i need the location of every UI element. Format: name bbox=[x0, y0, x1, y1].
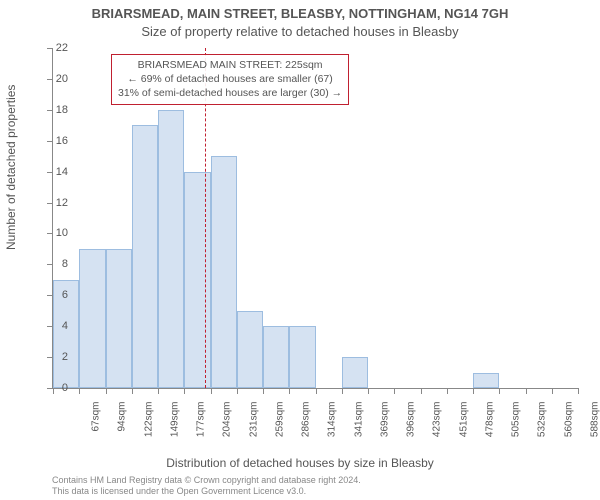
histogram-bar bbox=[132, 125, 158, 388]
x-tick bbox=[53, 388, 54, 394]
x-tick-label: 451sqm bbox=[458, 402, 469, 447]
x-tick bbox=[132, 388, 133, 394]
chart-container: BRIARSMEAD, MAIN STREET, BLEASBY, NOTTIN… bbox=[0, 0, 600, 500]
histogram-bar bbox=[106, 249, 132, 388]
x-tick bbox=[263, 388, 264, 394]
histogram-bar bbox=[289, 326, 315, 388]
x-tick bbox=[106, 388, 107, 394]
x-axis-label: Distribution of detached houses by size … bbox=[0, 456, 600, 470]
y-axis-label: Number of detached properties bbox=[4, 85, 18, 250]
histogram-bar bbox=[342, 357, 368, 388]
histogram-bar bbox=[237, 311, 263, 388]
x-tick bbox=[447, 388, 448, 394]
x-tick-label: 560sqm bbox=[563, 402, 574, 447]
histogram-bar bbox=[263, 326, 289, 388]
y-tick-label: 14 bbox=[56, 166, 68, 178]
y-tick-label: 20 bbox=[56, 73, 68, 85]
marker-info-box: BRIARSMEAD MAIN STREET: 225sqm ← 69% of … bbox=[111, 54, 349, 105]
info-line-1: BRIARSMEAD MAIN STREET: 225sqm bbox=[118, 58, 342, 72]
plot-area: 67sqm94sqm122sqm149sqm177sqm204sqm231sqm… bbox=[52, 48, 578, 389]
x-tick bbox=[158, 388, 159, 394]
x-tick bbox=[526, 388, 527, 394]
x-tick-label: 149sqm bbox=[169, 402, 180, 447]
attribution-line-2: This data is licensed under the Open Gov… bbox=[52, 486, 361, 497]
histogram-bar bbox=[79, 249, 105, 388]
x-tick bbox=[473, 388, 474, 394]
histogram-bar bbox=[473, 373, 499, 388]
x-tick-label: 177sqm bbox=[196, 402, 207, 447]
y-tick-label: 18 bbox=[56, 104, 68, 116]
y-tick-label: 0 bbox=[62, 382, 68, 394]
chart-subtitle: Size of property relative to detached ho… bbox=[0, 24, 600, 39]
x-tick bbox=[289, 388, 290, 394]
y-tick-label: 16 bbox=[56, 135, 68, 147]
y-tick bbox=[47, 79, 53, 80]
x-tick-label: 67sqm bbox=[91, 402, 102, 447]
x-tick-label: 369sqm bbox=[379, 402, 390, 447]
x-tick bbox=[184, 388, 185, 394]
info-line-3: 31% of semi-detached houses are larger (… bbox=[118, 86, 342, 100]
x-tick bbox=[499, 388, 500, 394]
y-tick bbox=[47, 48, 53, 49]
y-tick bbox=[47, 141, 53, 142]
y-tick-label: 22 bbox=[56, 42, 68, 54]
histogram-bar bbox=[158, 110, 184, 388]
x-tick-label: 532sqm bbox=[537, 402, 548, 447]
y-tick-label: 6 bbox=[62, 289, 68, 301]
attribution-line-1: Contains HM Land Registry data © Crown c… bbox=[52, 475, 361, 486]
x-tick-label: 478sqm bbox=[484, 402, 495, 447]
x-tick bbox=[552, 388, 553, 394]
x-tick-label: 588sqm bbox=[589, 402, 600, 447]
x-tick-label: 231sqm bbox=[248, 402, 259, 447]
x-tick-label: 259sqm bbox=[274, 402, 285, 447]
histogram-bar bbox=[184, 172, 210, 388]
histogram-bar bbox=[211, 156, 237, 388]
x-tick bbox=[316, 388, 317, 394]
attribution-text: Contains HM Land Registry data © Crown c… bbox=[52, 475, 361, 497]
y-tick bbox=[47, 110, 53, 111]
x-tick bbox=[394, 388, 395, 394]
x-tick-label: 286sqm bbox=[301, 402, 312, 447]
y-tick bbox=[47, 172, 53, 173]
x-tick bbox=[237, 388, 238, 394]
x-tick bbox=[421, 388, 422, 394]
x-tick bbox=[342, 388, 343, 394]
x-tick bbox=[578, 388, 579, 394]
x-tick-label: 94sqm bbox=[117, 402, 128, 447]
x-tick-label: 341sqm bbox=[353, 402, 364, 447]
y-tick bbox=[47, 264, 53, 265]
x-tick-label: 204sqm bbox=[222, 402, 233, 447]
x-tick-label: 122sqm bbox=[143, 402, 154, 447]
x-tick bbox=[79, 388, 80, 394]
x-tick-label: 396sqm bbox=[406, 402, 417, 447]
info-line-2: ← 69% of detached houses are smaller (67… bbox=[118, 72, 342, 86]
y-tick-label: 2 bbox=[62, 351, 68, 363]
chart-title: BRIARSMEAD, MAIN STREET, BLEASBY, NOTTIN… bbox=[0, 6, 600, 21]
y-tick bbox=[47, 233, 53, 234]
x-tick-label: 314sqm bbox=[327, 402, 338, 447]
x-tick bbox=[368, 388, 369, 394]
y-tick-label: 8 bbox=[62, 258, 68, 270]
x-tick-label: 505sqm bbox=[511, 402, 522, 447]
x-tick-label: 423sqm bbox=[432, 402, 443, 447]
x-tick bbox=[211, 388, 212, 394]
y-tick-label: 12 bbox=[56, 197, 68, 209]
y-tick-label: 4 bbox=[62, 320, 68, 332]
y-tick-label: 10 bbox=[56, 227, 68, 239]
y-tick bbox=[47, 203, 53, 204]
